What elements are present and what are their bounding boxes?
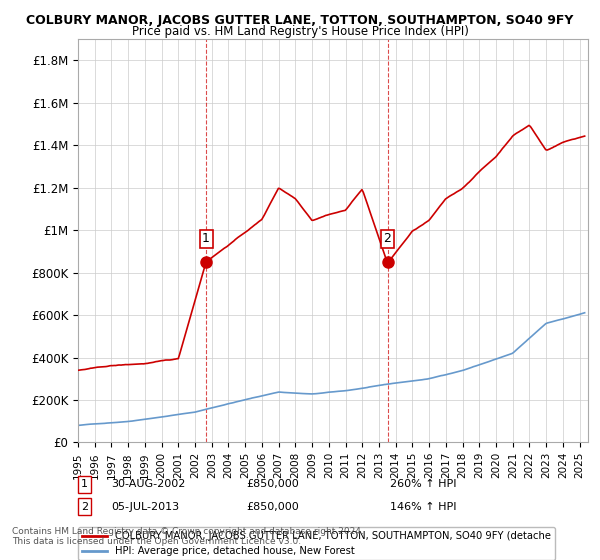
Legend: COLBURY MANOR, JACOBS GUTTER LANE, TOTTON, SOUTHAMPTON, SO40 9FY (detache, HPI: : COLBURY MANOR, JACOBS GUTTER LANE, TOTTO… — [78, 527, 555, 560]
Text: 05-JUL-2013: 05-JUL-2013 — [111, 502, 179, 512]
Text: 1: 1 — [81, 479, 88, 489]
Text: Contains HM Land Registry data © Crown copyright and database right 2024.
This d: Contains HM Land Registry data © Crown c… — [12, 526, 364, 546]
Text: 30-AUG-2002: 30-AUG-2002 — [111, 479, 185, 489]
Text: 146% ↑ HPI: 146% ↑ HPI — [390, 502, 457, 512]
Text: 2: 2 — [383, 232, 391, 245]
Text: Price paid vs. HM Land Registry's House Price Index (HPI): Price paid vs. HM Land Registry's House … — [131, 25, 469, 38]
Text: £850,000: £850,000 — [246, 502, 299, 512]
Text: COLBURY MANOR, JACOBS GUTTER LANE, TOTTON, SOUTHAMPTON, SO40 9FY: COLBURY MANOR, JACOBS GUTTER LANE, TOTTO… — [26, 14, 574, 27]
Text: 260% ↑ HPI: 260% ↑ HPI — [390, 479, 457, 489]
Text: 2: 2 — [81, 502, 88, 512]
Text: £850,000: £850,000 — [246, 479, 299, 489]
Text: 1: 1 — [202, 232, 210, 245]
